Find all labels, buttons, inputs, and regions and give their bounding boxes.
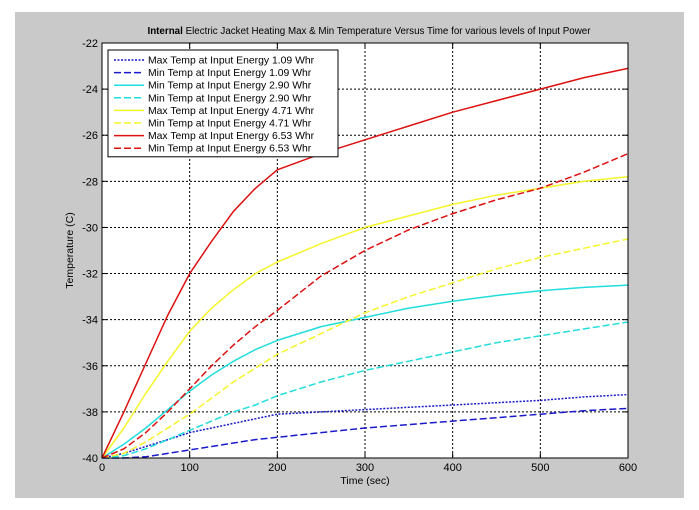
x-tick-label: 100 [180,462,198,474]
series-line-3 [101,284,629,459]
y-tick-label: -38 [82,407,98,419]
chart-title-rest: Electric Jacket Heating Max & Min Temper… [183,26,591,37]
y-tick-label: -30 [82,222,98,234]
chart: 0 100 200 300 400 500 600 -40 -38 -36 -34 -32 -30 -28… [64,26,637,487]
chart-title-bold: Internal [147,26,183,37]
x-tick-label: 200 [268,462,286,474]
y-tick-label: -34 [82,315,98,327]
legend-entry-label: Max Temp at Input Energy 4.71 Whr [148,106,315,117]
legend-entry-label: Min Temp at Input Energy 2.90 Whr [148,93,312,104]
legend-entry-label: Max Temp at Input Energy 6.53 Whr [148,131,315,142]
y-tick-label: -32 [82,269,98,281]
x-tick-label: 500 [531,462,549,474]
series-lines [101,67,629,459]
y-tick-label: -40 [82,453,98,465]
x-tick-label: 600 [619,462,637,474]
chart-title: Internal Electric Jacket Heating Max & M… [147,26,591,37]
series-line-4 [101,321,629,459]
x-tick-label: 300 [356,462,374,474]
x-tick-label: 400 [443,462,461,474]
y-tick-label: -26 [82,130,98,142]
y-tick-label: -28 [82,176,98,188]
y-axis-label: Temperature (C) [64,212,76,288]
figure-panel: 0 100 200 300 400 500 600 -40 -38 -36 -34 -32 -30 -28… [15,12,684,498]
legend-entry-label: Min Temp at Input Energy 6.53 Whr [148,144,312,155]
legend-entry-label: Min Temp at Input Energy 1.09 Whr [148,68,312,79]
legend-entry-label: Min Temp at Input Energy 4.71 Whr [148,119,312,130]
series-line-5 [101,175,629,459]
series-line-7 [101,67,629,459]
legend-entry-label: Min Temp at Input Energy 2.90 Whr [148,81,312,92]
legend-box [107,49,339,158]
series-line-6 [101,238,629,459]
x-axis-label: Time (sec) [340,475,389,487]
axis-ticks: 0 100 200 300 400 500 600 -40 -38 -36 -34 -32 -30 -28… [82,38,637,474]
legend-entry-label: Max Temp at Input Energy 1.09 Whr [148,56,315,67]
series-line-2 [102,407,629,459]
x-tick-label: 0 [99,462,105,474]
y-tick-label: -36 [82,361,98,373]
y-tick-label: -22 [82,38,98,50]
y-tick-label: -24 [82,84,98,96]
series-line-8 [101,153,629,459]
